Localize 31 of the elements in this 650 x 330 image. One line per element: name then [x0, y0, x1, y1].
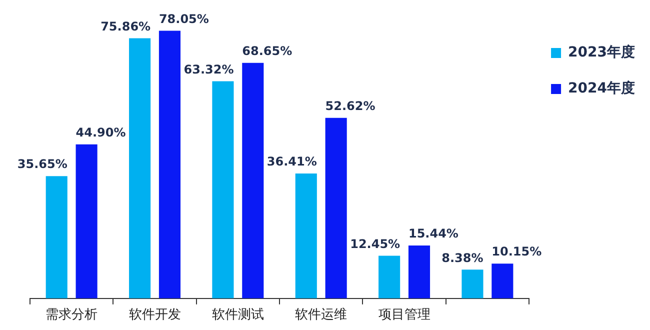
x-tick-label: 软件开发: [128, 308, 181, 323]
data-label: 44.90%: [76, 126, 126, 140]
data-label: 75.86%: [100, 19, 151, 34]
bar: [378, 256, 400, 298]
data-label: 63.32%: [184, 62, 234, 76]
legend-label: 2024年度: [568, 80, 636, 97]
data-label: 12.45%: [350, 236, 400, 251]
bar: [295, 174, 317, 298]
x-tick-label: 软件测试: [212, 308, 264, 323]
x-tick-label: 软件运维: [295, 308, 348, 323]
data-label: 8.38%: [442, 250, 484, 265]
bar: [158, 30, 181, 298]
bar: [129, 38, 151, 298]
x-tick-label: 项目管理: [378, 308, 430, 323]
data-label: 52.62%: [325, 99, 376, 114]
data-label: 78.05%: [158, 12, 209, 26]
data-label: 36.41%: [266, 154, 317, 169]
data-label: 10.15%: [492, 244, 542, 259]
bar: [325, 118, 347, 298]
bar: [492, 264, 514, 298]
data-label: 35.65%: [17, 157, 68, 172]
bar: [46, 176, 68, 298]
legend-label: 2023年度: [568, 44, 636, 61]
data-label: 15.44%: [408, 226, 458, 241]
x-tick-label: 需求分析: [46, 308, 98, 323]
bar: [462, 270, 484, 298]
bar: [76, 144, 98, 298]
bar: [408, 245, 430, 298]
bar: [212, 81, 234, 298]
data-label: 68.65%: [242, 44, 292, 58]
bar: [242, 62, 264, 298]
